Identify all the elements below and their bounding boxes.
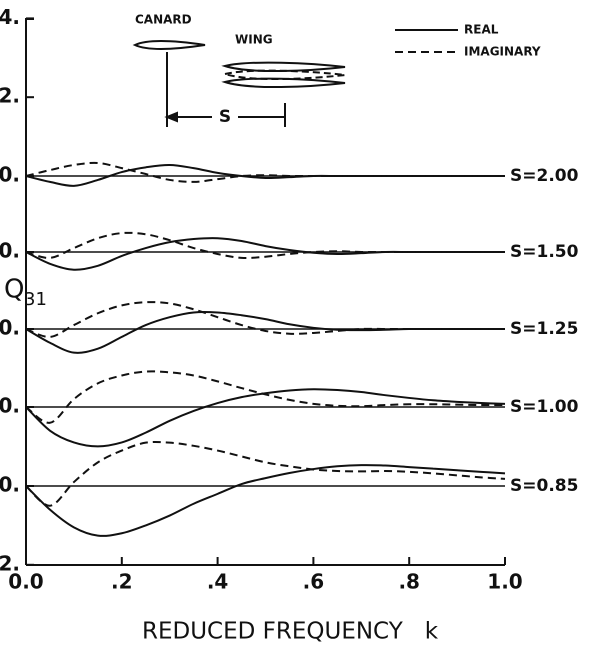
y-tick-label: 0. bbox=[0, 163, 20, 187]
y-tick-label: 4. bbox=[0, 5, 20, 29]
x-tick-label: .6 bbox=[303, 570, 325, 594]
x-tick-label: 0.0 bbox=[8, 570, 43, 594]
y-axis-label-subscript: 31 bbox=[24, 289, 47, 310]
inset-diagram bbox=[26, 18, 346, 127]
data-line bbox=[25, 310, 505, 354]
data-line bbox=[25, 237, 505, 271]
legend-label: REAL bbox=[464, 23, 499, 37]
y-tick-label: 0. bbox=[0, 473, 20, 497]
y-tick-label: 0. bbox=[0, 239, 20, 263]
y-tick-label: 0. bbox=[0, 316, 20, 340]
x-tick-label: 1.0 bbox=[487, 570, 522, 594]
data-line bbox=[25, 440, 506, 507]
x-axis-label: REDUCED FREQUENCY k bbox=[142, 619, 439, 645]
data-line bbox=[25, 388, 506, 448]
data-line bbox=[25, 231, 505, 260]
data-line bbox=[25, 161, 505, 183]
curve-label: S=1.50 bbox=[510, 242, 579, 262]
curve-label: S=2.00 bbox=[510, 166, 579, 186]
data-line bbox=[25, 370, 506, 424]
y-axis-label: Q bbox=[4, 275, 24, 305]
annotation: WING bbox=[235, 33, 273, 47]
x-tick-label: .2 bbox=[111, 570, 133, 594]
annotation: S bbox=[219, 107, 231, 127]
x-tick-label: .8 bbox=[398, 570, 420, 594]
y-tick-label: 2. bbox=[0, 84, 20, 108]
data-line bbox=[25, 301, 505, 338]
data-line bbox=[25, 464, 506, 537]
annotation: CANARD bbox=[135, 13, 192, 27]
x-tick-label: .4 bbox=[207, 570, 229, 594]
curve-label: S=1.00 bbox=[510, 397, 579, 417]
curve-label: S=1.25 bbox=[510, 319, 578, 339]
y-tick-label: -2. bbox=[0, 551, 20, 575]
y-tick-label: 0. bbox=[0, 394, 20, 418]
legend-label: IMAGINARY bbox=[464, 45, 541, 59]
curve-label: S=0.85 bbox=[510, 476, 578, 496]
